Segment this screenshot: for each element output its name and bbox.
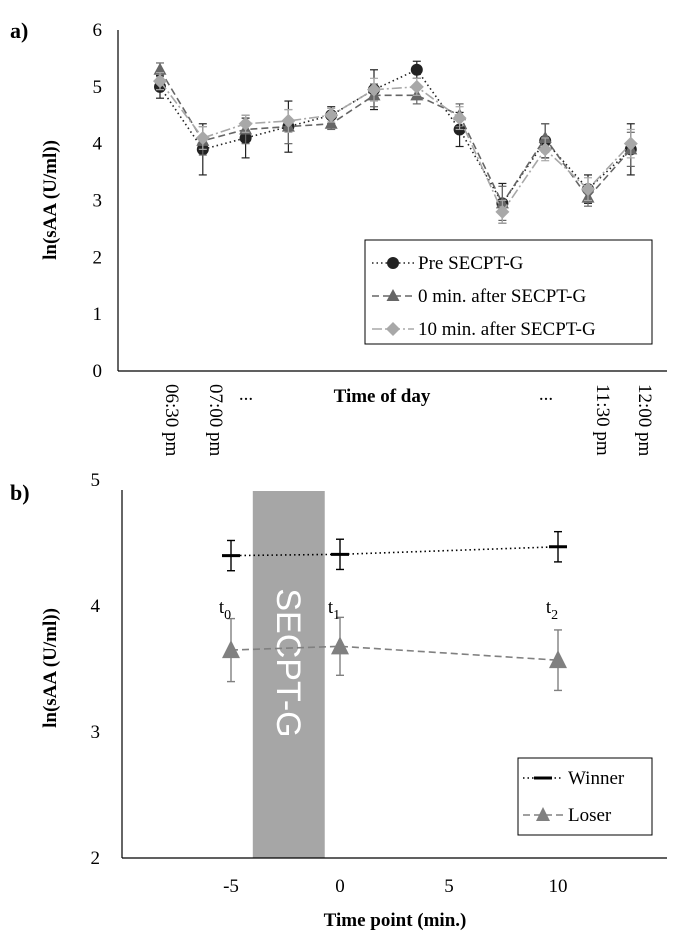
- panel-b-legend-marker: [536, 807, 550, 821]
- panel-a-data-point: [581, 182, 595, 197]
- panel-a-legend-label: 10 min. after SECPT-G: [418, 319, 596, 340]
- panel-a-x-tick-label: 07:00 pm: [205, 384, 226, 457]
- panel-a-legend-marker: [386, 289, 400, 301]
- panel-b-legend-label: Winner: [568, 768, 625, 789]
- panel-b-x-tick-label: 5: [444, 876, 454, 897]
- panel-a-data-point: [409, 79, 424, 94]
- panel-a-data-point: [623, 136, 638, 151]
- panel-a-series: [153, 60, 638, 224]
- secpt-g-shaded-bar: [252, 491, 325, 858]
- secpt-g-shaded-region: SECPT-G: [252, 491, 325, 858]
- panel-a-y-tick-label: 1: [93, 304, 103, 325]
- panel-b-data-point: [331, 636, 349, 655]
- panel-a-data-point: [452, 111, 467, 126]
- panel-a-series-line: [159, 69, 632, 205]
- panel-a-y-tick-label: 0: [93, 361, 103, 382]
- panel-a-legend-label: Pre SECPT-G: [418, 253, 524, 274]
- panel-a-series-line: [159, 68, 632, 205]
- panel-b-x-tick-label: 0: [335, 876, 345, 897]
- panel-b-series-1: [222, 616, 567, 692]
- panel-a-data-point: [153, 74, 167, 89]
- panel-a-data-point: [367, 82, 381, 97]
- panel-a-series-0: [154, 60, 637, 224]
- panel-a-y-tick-label: 6: [93, 20, 103, 41]
- panel-a-legend-marker: [387, 257, 399, 269]
- panel-b-y-tick-label: 4: [91, 596, 101, 617]
- panel-b-ylabel: ln(sAA (U/ml)): [40, 608, 61, 728]
- panel-b-time-point-label: t0: [219, 597, 231, 623]
- panel-b-time-point-label: t2: [546, 597, 558, 623]
- panel-a-x-tick-ellipsis: ...: [239, 384, 253, 405]
- panel-a-legend: Pre SECPT-G 0 min. after SECPT-G 10 min. a…: [364, 239, 653, 345]
- panel-b-series-0: [222, 530, 567, 572]
- panel-b-label: b): [10, 480, 30, 505]
- panel-a-y-tick-label: 3: [93, 191, 103, 212]
- panel-b-time-point-label: t1: [328, 597, 340, 623]
- panel-a-x-ticks: 06:30 pm 07:00 pm...... 11:30 pm 12:00 pm: [161, 384, 655, 457]
- panel-a-xlabel: Time of day: [334, 386, 431, 407]
- panel-b-data-point: [222, 640, 240, 659]
- panel-a-data-point: [195, 130, 210, 145]
- panel-a-legend-box: [364, 239, 653, 345]
- panel-a-y-tick-label: 4: [93, 134, 103, 155]
- panel-b-series-line: [230, 645, 559, 661]
- panel-b-y-ticks: 2 3 4 5: [91, 470, 101, 869]
- panel-a-data-point: [281, 113, 296, 128]
- panel-a-series-line: [159, 80, 632, 214]
- panel-b-x-ticks: -5 0 5 10: [223, 876, 567, 897]
- panel-a-ylabel: ln(sAA (U/ml)): [40, 140, 61, 260]
- panel-a-y-ticks: 0 1 2 3 4 5 6: [93, 20, 103, 382]
- panel-a-x-tick-label: 12:00 pm: [634, 384, 655, 457]
- panel-a-data-point: [410, 63, 423, 76]
- panel-a-legend-label: 0 min. after SECPT-G: [418, 286, 586, 307]
- panel-a-data-point: [538, 130, 552, 143]
- panel-a-x-tick-ellipsis: ...: [539, 384, 553, 405]
- panel-b-legend: Winner Loser: [517, 757, 653, 836]
- panel-a-data-point: [324, 116, 338, 129]
- panel-a-x-tick-label: 06:30 pm: [161, 384, 182, 457]
- panel-b-series: [222, 530, 567, 692]
- secpt-g-label: SECPT-G: [269, 588, 307, 737]
- panel-a-data-point: [495, 204, 510, 219]
- panel-b-y-tick-label: 5: [91, 470, 101, 491]
- panel-a: a) ln(sAA (U/ml)) 0 1 2 3 4 5 6 Time of day 06…: [10, 18, 667, 457]
- panel-a-y-tick-label: 2: [93, 247, 103, 268]
- panel-a-y-tick-label: 5: [93, 77, 103, 98]
- panel-b-legend-box: [517, 757, 653, 836]
- panel-b-data-point: [549, 650, 567, 669]
- panel-b-y-tick-label: 3: [91, 722, 101, 743]
- panel-a-x-tick-label: 11:30 pm: [592, 384, 613, 456]
- panel-b-x-tick-label: 10: [549, 876, 568, 897]
- panel-b-xlabel: Time point (min.): [324, 910, 467, 931]
- panel-a-data-point: [153, 62, 167, 75]
- panel-b: b) ln(sAA (U/ml)) SECPT-G 2 3 4 5 -5 0 5 10 t0…: [10, 470, 667, 931]
- panel-a-data-point: [324, 108, 339, 123]
- panel-b-point-labels: t0 t1 t2: [219, 597, 558, 623]
- panel-b-y-tick-label: 2: [91, 848, 101, 869]
- panel-b-x-tick-label: -5: [223, 876, 239, 897]
- panel-b-legend-label: Loser: [568, 805, 612, 826]
- panel-a-series-1: [153, 62, 638, 221]
- panel-a-series-2: [153, 72, 638, 224]
- panel-a-data-point: [538, 142, 553, 157]
- panel-a-legend-marker: [386, 322, 400, 336]
- panel-a-label: a): [10, 18, 28, 43]
- panel-a-data-point: [238, 116, 253, 131]
